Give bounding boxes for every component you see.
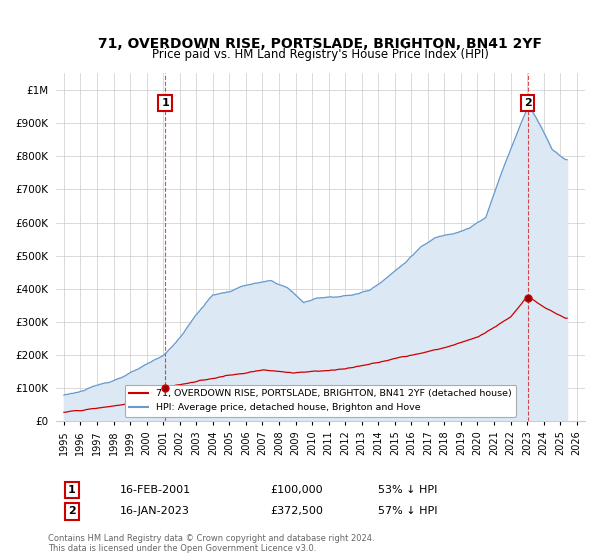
Text: 57% ↓ HPI: 57% ↓ HPI: [378, 506, 437, 516]
Text: 53% ↓ HPI: 53% ↓ HPI: [378, 485, 437, 495]
Text: £100,000: £100,000: [270, 485, 323, 495]
Text: 2: 2: [68, 506, 76, 516]
Text: 16-FEB-2001: 16-FEB-2001: [120, 485, 191, 495]
Legend: 71, OVERDOWN RISE, PORTSLADE, BRIGHTON, BN41 2YF (detached house), HPI: Average : 71, OVERDOWN RISE, PORTSLADE, BRIGHTON, …: [125, 385, 516, 417]
Text: 1: 1: [68, 485, 76, 495]
Text: 16-JAN-2023: 16-JAN-2023: [120, 506, 190, 516]
Text: Price paid vs. HM Land Registry's House Price Index (HPI): Price paid vs. HM Land Registry's House …: [152, 48, 489, 61]
Text: £372,500: £372,500: [270, 506, 323, 516]
Text: Contains HM Land Registry data © Crown copyright and database right 2024.
This d: Contains HM Land Registry data © Crown c…: [48, 534, 374, 553]
Text: 1: 1: [161, 98, 169, 108]
Title: 71, OVERDOWN RISE, PORTSLADE, BRIGHTON, BN41 2YF: 71, OVERDOWN RISE, PORTSLADE, BRIGHTON, …: [98, 38, 542, 52]
Text: 2: 2: [524, 98, 532, 108]
